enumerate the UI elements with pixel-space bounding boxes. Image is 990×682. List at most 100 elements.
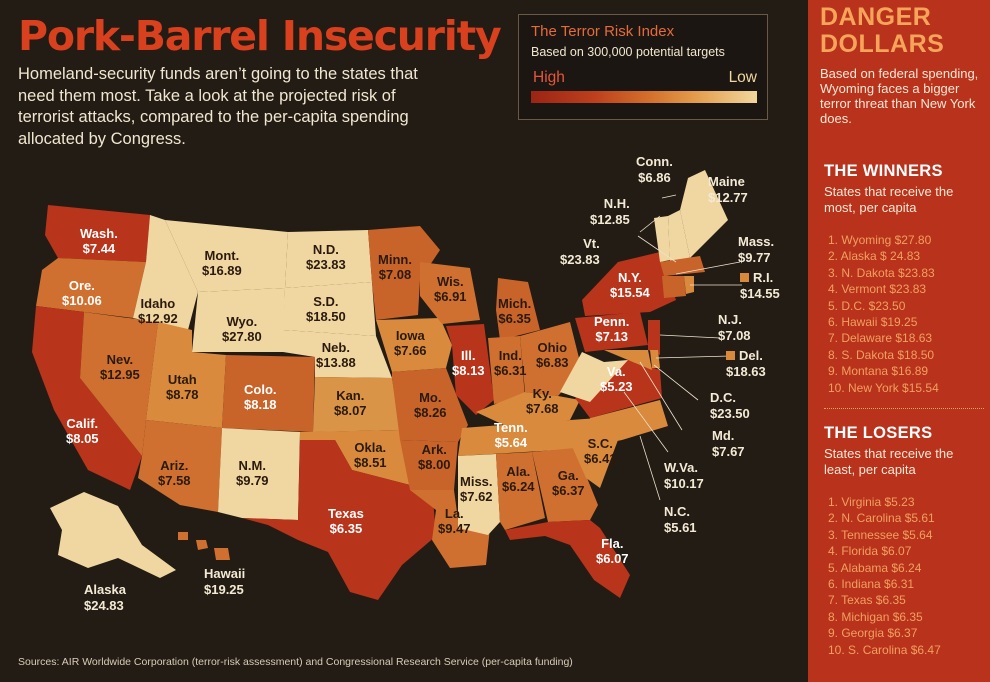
label-sc: S.C. $6.41 (584, 436, 617, 466)
ranking-item: 3. N. Dakota $23.83 (828, 265, 935, 280)
state-del (650, 350, 660, 368)
label-mont: Mont. $16.89 (202, 248, 242, 278)
ranking-item: 7. Delaware $18.63 (828, 331, 933, 346)
label-ny: N.Y. $15.54 (610, 270, 650, 300)
winners-title: THE WINNERS (824, 162, 943, 180)
ranking-item: 10. S. Carolina $6.47 (828, 642, 941, 657)
state-nd (285, 230, 372, 288)
ranking-item: 4. Vermont $23.83 (828, 282, 927, 297)
ranking-item: 2. Alaska $ 24.83 (828, 249, 921, 264)
ranking-item: 9. Georgia $6.37 (828, 626, 918, 641)
state-ky (476, 392, 580, 428)
legend-gradient-bar (531, 91, 757, 103)
state-nj (648, 320, 660, 355)
label-nev: Nev. $12.95 (100, 352, 140, 382)
ranking-item: 5. D.C. $23.50 (828, 298, 906, 313)
sidebar-divider (824, 408, 984, 409)
state-md (604, 350, 652, 370)
page-title: Pork-Barrel Insecurity (18, 12, 502, 60)
state-nc (590, 400, 668, 446)
state-mich (496, 278, 540, 340)
state-mo (392, 368, 468, 442)
state-conn (662, 276, 686, 298)
state-ark (400, 440, 458, 490)
ranking-item: 9. Montana $16.89 (828, 364, 929, 379)
label-nj: N.J. $7.08 (718, 312, 751, 343)
state-iowa (376, 318, 452, 372)
ri-marker (740, 273, 749, 282)
main-panel: Pork-Barrel Insecurity Homeland-security… (18, 12, 780, 668)
label-miss: Miss. $7.62 (460, 474, 493, 504)
label-ind: Ind. $6.31 (494, 348, 527, 378)
state-ariz (138, 420, 222, 512)
state-wis (420, 262, 480, 324)
label-nh: N.H. $12.85 (590, 196, 630, 227)
state-texas (242, 440, 436, 600)
label-ark: Ark. $8.00 (418, 442, 451, 472)
sources-note: Sources: AIR Worldwide Corporation (terr… (18, 656, 573, 668)
ranking-item: 4. Florida $6.07 (828, 544, 912, 559)
state-ind (488, 336, 525, 404)
state-neb (283, 330, 392, 378)
state-minn (368, 226, 440, 320)
label-del: Del. $18.63 (726, 348, 766, 379)
legend-low-label: Low (728, 69, 757, 86)
losers-list: 1. Virginia $5.23 2. N. Carolina $5.61 3. … (828, 494, 941, 658)
ranking-item: 1. Virginia $5.23 (828, 495, 915, 509)
label-ohio: Ohio $6.83 (536, 340, 569, 370)
label-alaska: Alaska $24.83 (84, 582, 126, 613)
label-mich: Mich. $6.35 (498, 296, 532, 326)
label-maine: Maine $12.77 (708, 174, 748, 205)
state-sc (570, 440, 618, 488)
state-mont (165, 220, 288, 292)
losers-subtitle: States that receive the least, per capit… (824, 446, 954, 477)
legend-title: The Terror Risk Index (531, 23, 675, 40)
label-fla: Fla. $6.07 (596, 536, 629, 566)
state-idaho (133, 215, 198, 330)
state-vt (654, 216, 670, 262)
label-neb: Neb. $13.88 (316, 340, 356, 370)
legend-high-label: High (533, 69, 565, 86)
state-ri (684, 276, 694, 294)
state-sd (283, 282, 376, 336)
label-texas: Texas $6.35 (328, 506, 364, 536)
ranking-item: 7. Texas $6.35 (828, 593, 906, 608)
ranking-item: 2. N. Carolina $5.61 (828, 511, 935, 526)
label-idaho: Idaho $12.92 (138, 296, 178, 326)
state-maine (680, 170, 728, 258)
winners-subtitle: States that receive the most, per capita (824, 184, 954, 215)
label-ala: Ala. $6.24 (502, 464, 535, 494)
state-nev (80, 312, 158, 456)
label-minn: Minn. $7.08 (378, 252, 412, 282)
state-ala (496, 452, 545, 530)
label-ore: Ore. $10.06 (62, 278, 102, 308)
ranking-item: 6. Hawaii $19.25 (828, 315, 918, 330)
ranking-item: 8. Michigan $6.35 (828, 609, 923, 624)
label-iowa: Iowa $7.66 (394, 328, 427, 358)
label-ill: Ill. $8.13 (452, 348, 485, 378)
ranking-item: 8. S. Dakota $18.50 (828, 347, 935, 362)
state-la (410, 490, 490, 568)
label-nc: N.C. $5.61 (664, 504, 697, 535)
legend-subtitle: Based on 300,000 potential targets (531, 45, 725, 59)
label-la: La. $9.47 (438, 506, 471, 536)
label-ky: Ky. $7.68 (526, 386, 559, 416)
state-wyo (192, 288, 285, 352)
label-nm: N.M. $9.79 (236, 458, 269, 488)
label-wva: W.Va. $10.17 (664, 460, 704, 491)
label-hawaii: Hawaii $19.25 (204, 566, 246, 597)
label-sd: S.D. $18.50 (306, 294, 346, 324)
label-wash: Wash. $7.44 (80, 226, 118, 256)
label-calif: Calif. $8.05 (66, 416, 99, 446)
state-nm (218, 428, 300, 520)
state-fla (505, 520, 630, 598)
label-ariz: Ariz. $7.58 (158, 458, 191, 488)
state-ore (36, 258, 146, 318)
state-penn (575, 312, 648, 352)
state-wva (560, 352, 628, 402)
label-ri: R.I. $14.55 (740, 270, 780, 301)
label-mass: Mass. $9.77 (738, 234, 775, 265)
risk-legend: The Terror Risk Index Based on 300,000 p… (518, 14, 768, 120)
state-ohio (520, 322, 582, 396)
del-marker (726, 351, 735, 360)
